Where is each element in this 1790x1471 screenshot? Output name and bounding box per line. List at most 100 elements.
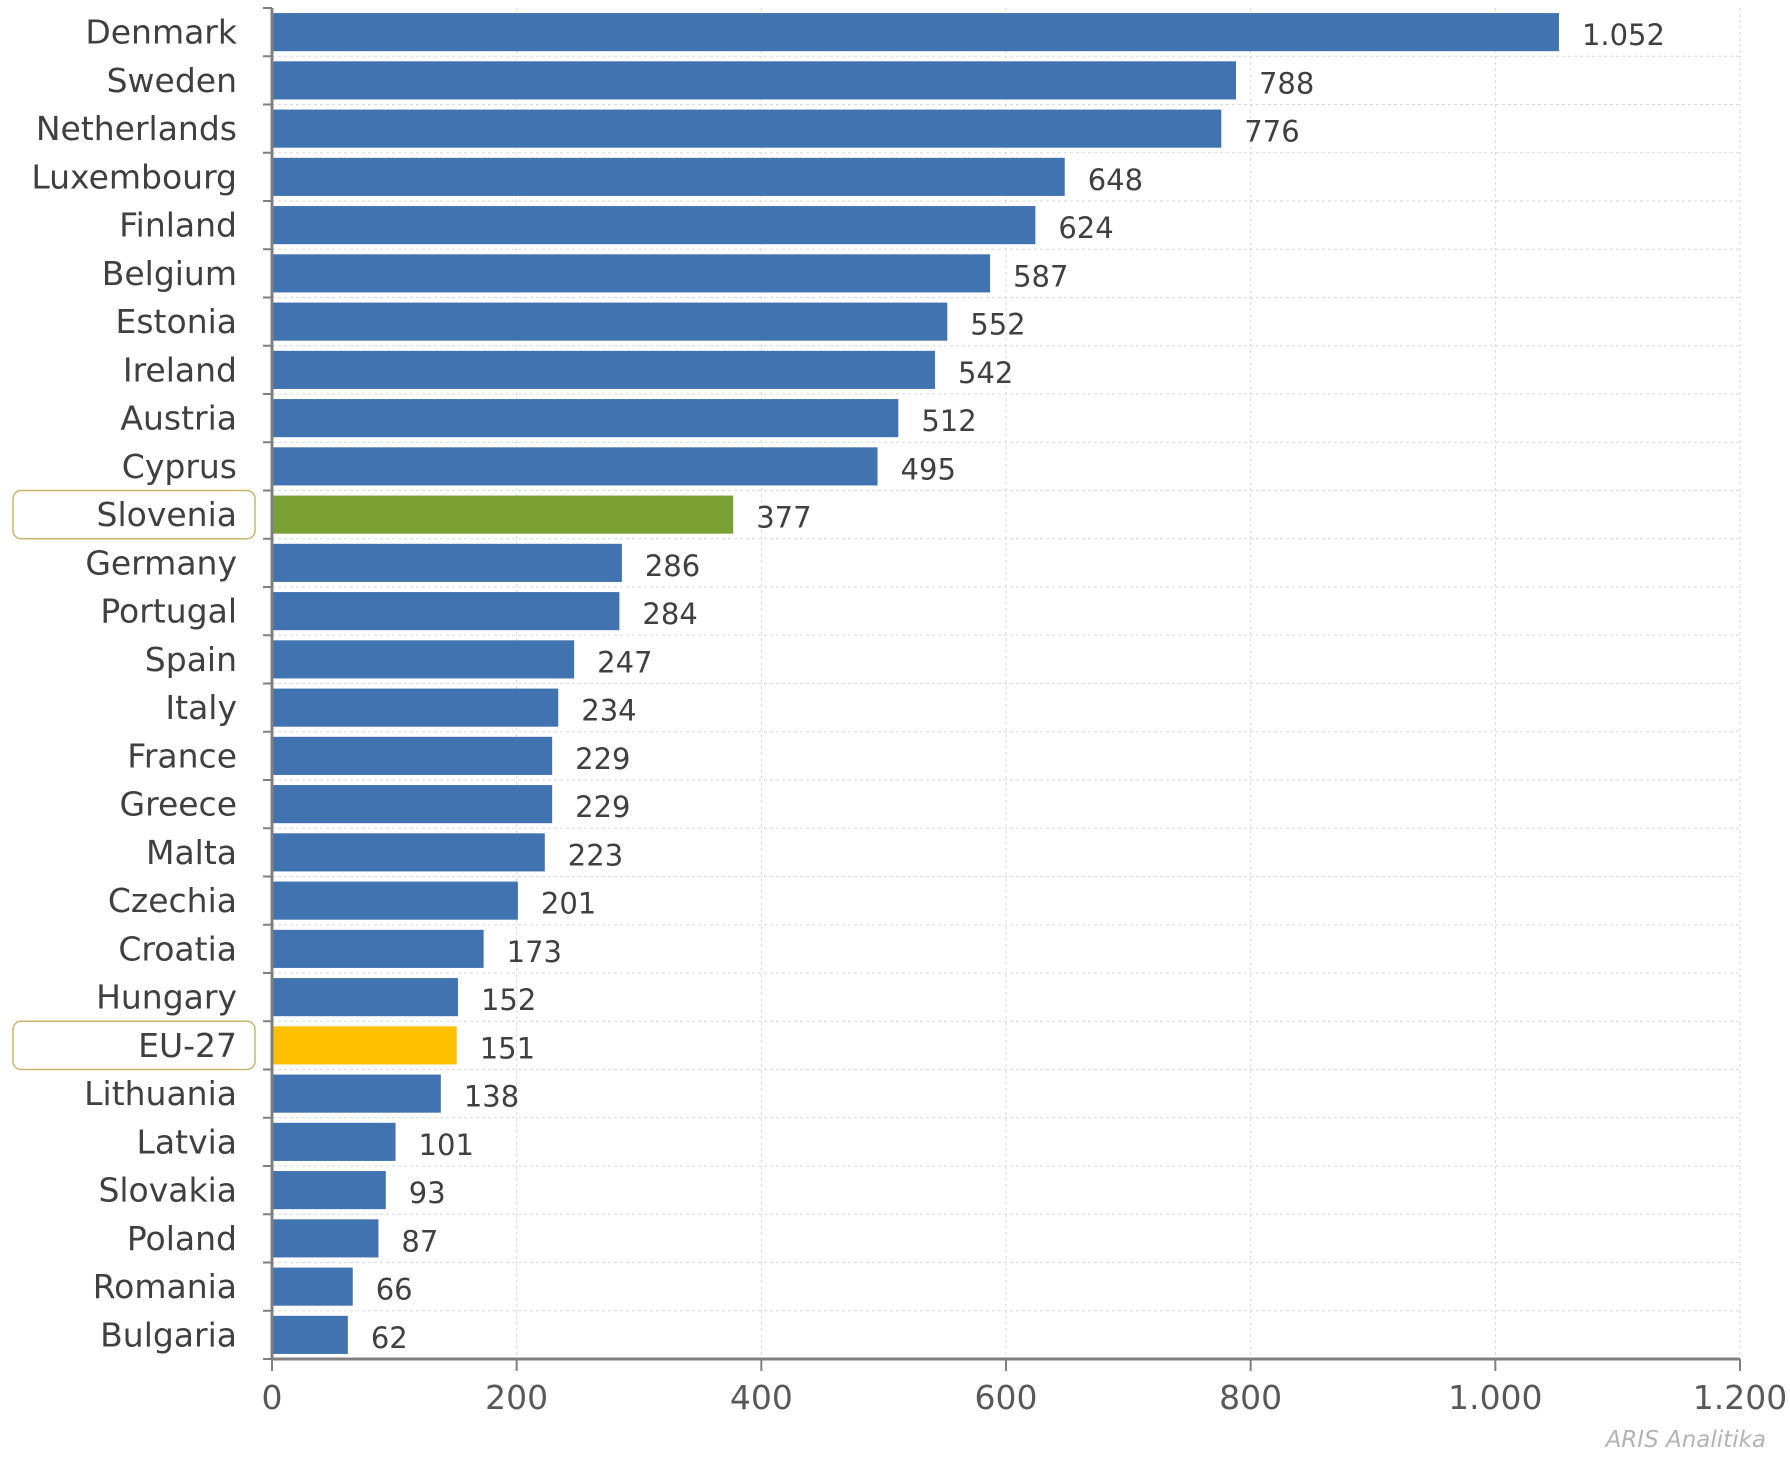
bar xyxy=(273,302,948,341)
category-label: Bulgaria xyxy=(100,1315,237,1354)
category-label: Sweden xyxy=(107,61,237,100)
bar xyxy=(273,1122,396,1161)
bar xyxy=(273,1026,457,1065)
value-label: 495 xyxy=(901,452,956,486)
bar xyxy=(273,399,899,438)
bar xyxy=(273,640,575,679)
bar xyxy=(273,447,878,486)
bar xyxy=(273,109,1222,148)
bar xyxy=(273,254,991,293)
value-label: 151 xyxy=(480,1031,535,1065)
bar xyxy=(273,929,484,968)
grid xyxy=(272,8,1741,1359)
value-label: 552 xyxy=(970,308,1025,342)
category-label: Denmark xyxy=(85,13,238,52)
value-label: 587 xyxy=(1013,259,1068,293)
labels: Denmark 1.052 Sweden 788 Netherlands 776 Luxem… xyxy=(31,13,1787,1417)
value-label: 201 xyxy=(541,887,596,921)
value-label: 648 xyxy=(1088,163,1143,197)
bar xyxy=(273,61,1236,100)
category-label: Cyprus xyxy=(122,447,237,486)
x-tick-label: 800 xyxy=(1219,1378,1282,1417)
value-label: 152 xyxy=(481,983,536,1017)
value-label: 542 xyxy=(958,356,1013,390)
highlight-box xyxy=(12,489,256,540)
bar xyxy=(273,1074,441,1113)
value-label: 173 xyxy=(507,935,562,969)
bar xyxy=(273,13,1559,52)
category-label: Netherlands xyxy=(36,109,237,148)
value-label: 377 xyxy=(756,501,811,535)
x-tick-label: 1.200 xyxy=(1693,1378,1787,1417)
category-label: Czechia xyxy=(108,881,237,920)
category-label: Lithuania xyxy=(84,1074,237,1113)
bar xyxy=(273,833,545,872)
category-label: Malta xyxy=(146,833,237,872)
bar xyxy=(273,881,518,920)
category-label: Portugal xyxy=(100,592,237,631)
bar xyxy=(273,157,1065,196)
value-label: 223 xyxy=(568,838,623,872)
bar xyxy=(273,1219,379,1258)
category-label: Romania xyxy=(93,1267,237,1306)
value-label: 138 xyxy=(464,1080,519,1114)
bar xyxy=(273,350,936,389)
credit-text: ARIS Analitika xyxy=(1605,1427,1766,1453)
bar xyxy=(273,206,1036,245)
value-label: 62 xyxy=(371,1321,408,1355)
category-label: Poland xyxy=(127,1219,237,1258)
bar xyxy=(273,592,620,631)
highlight-box xyxy=(12,1020,256,1071)
bar xyxy=(273,978,458,1017)
category-label: EU-27 xyxy=(138,1026,237,1065)
value-label: 93 xyxy=(409,1176,446,1210)
value-label: 776 xyxy=(1244,115,1299,149)
category-label: Luxembourg xyxy=(31,157,237,196)
category-label: Spain xyxy=(145,640,237,679)
value-label: 624 xyxy=(1058,211,1113,245)
category-label: Hungary xyxy=(96,978,237,1017)
category-label: Austria xyxy=(120,399,237,438)
value-label: 284 xyxy=(642,597,697,631)
x-tick-label: 0 xyxy=(262,1378,283,1417)
bar xyxy=(273,1315,348,1354)
x-tick-label: 400 xyxy=(730,1378,793,1417)
category-label: Italy xyxy=(165,688,237,727)
category-label: Ireland xyxy=(123,350,237,389)
bar xyxy=(273,785,553,824)
x-tick-label: 600 xyxy=(975,1378,1038,1417)
category-label: Germany xyxy=(85,543,237,582)
category-label: Finland xyxy=(119,206,237,245)
value-label: 286 xyxy=(645,549,700,583)
value-label: 101 xyxy=(419,1128,474,1162)
bar xyxy=(273,1267,353,1306)
value-label: 87 xyxy=(401,1224,438,1258)
bar xyxy=(273,495,734,534)
bar xyxy=(273,1171,386,1210)
axes xyxy=(263,7,1741,1371)
bar xyxy=(273,688,559,727)
value-label: 229 xyxy=(575,742,630,776)
highlight-boxes xyxy=(12,489,256,1071)
category-label: Slovakia xyxy=(98,1171,237,1210)
category-label: France xyxy=(127,736,237,775)
x-tick-label: 200 xyxy=(485,1378,548,1417)
category-label: Croatia xyxy=(118,929,237,968)
category-label: Estonia xyxy=(116,302,237,341)
category-label: Slovenia xyxy=(97,495,237,534)
value-label: 512 xyxy=(921,404,976,438)
value-label: 229 xyxy=(575,790,630,824)
category-label: Latvia xyxy=(137,1122,237,1161)
value-label: 247 xyxy=(597,645,652,679)
bar xyxy=(273,736,553,775)
category-label: Belgium xyxy=(102,254,237,293)
value-label: 1.052 xyxy=(1582,18,1665,52)
category-label: Greece xyxy=(120,785,237,824)
value-label: 66 xyxy=(376,1273,413,1307)
bar xyxy=(273,543,622,582)
value-label: 234 xyxy=(581,694,636,728)
bars xyxy=(273,13,1559,1354)
x-tick-label: 1.000 xyxy=(1448,1378,1542,1417)
value-label: 788 xyxy=(1259,66,1314,100)
